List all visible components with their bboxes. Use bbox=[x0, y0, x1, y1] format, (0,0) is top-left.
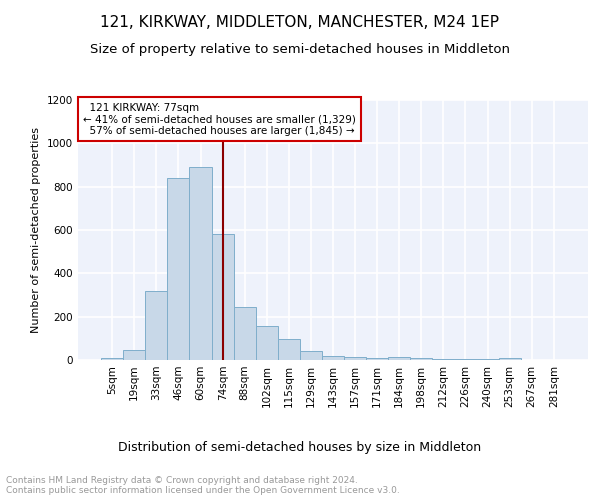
Bar bbox=[499, 358, 521, 360]
Bar bbox=[433, 359, 454, 360]
Y-axis label: Number of semi-detached properties: Number of semi-detached properties bbox=[31, 127, 41, 333]
Bar bbox=[278, 340, 300, 360]
Text: Contains HM Land Registry data © Crown copyright and database right 2024.
Contai: Contains HM Land Registry data © Crown c… bbox=[6, 476, 400, 495]
Bar bbox=[344, 357, 366, 360]
Bar bbox=[167, 178, 190, 360]
Bar bbox=[101, 358, 123, 360]
Bar bbox=[212, 234, 233, 360]
Bar bbox=[300, 352, 322, 360]
Bar bbox=[454, 359, 476, 360]
Bar bbox=[366, 358, 388, 360]
Bar bbox=[476, 359, 499, 360]
Bar bbox=[388, 358, 410, 360]
Bar bbox=[256, 326, 278, 360]
Bar bbox=[190, 167, 212, 360]
Text: 121 KIRKWAY: 77sqm
← 41% of semi-detached houses are smaller (1,329)
  57% of se: 121 KIRKWAY: 77sqm ← 41% of semi-detache… bbox=[83, 102, 356, 136]
Text: Size of property relative to semi-detached houses in Middleton: Size of property relative to semi-detach… bbox=[90, 42, 510, 56]
Text: 121, KIRKWAY, MIDDLETON, MANCHESTER, M24 1EP: 121, KIRKWAY, MIDDLETON, MANCHESTER, M24… bbox=[101, 15, 499, 30]
Text: Distribution of semi-detached houses by size in Middleton: Distribution of semi-detached houses by … bbox=[118, 441, 482, 454]
Bar bbox=[233, 307, 256, 360]
Bar bbox=[322, 356, 344, 360]
Bar bbox=[410, 358, 433, 360]
Bar bbox=[145, 290, 167, 360]
Bar bbox=[123, 350, 145, 360]
